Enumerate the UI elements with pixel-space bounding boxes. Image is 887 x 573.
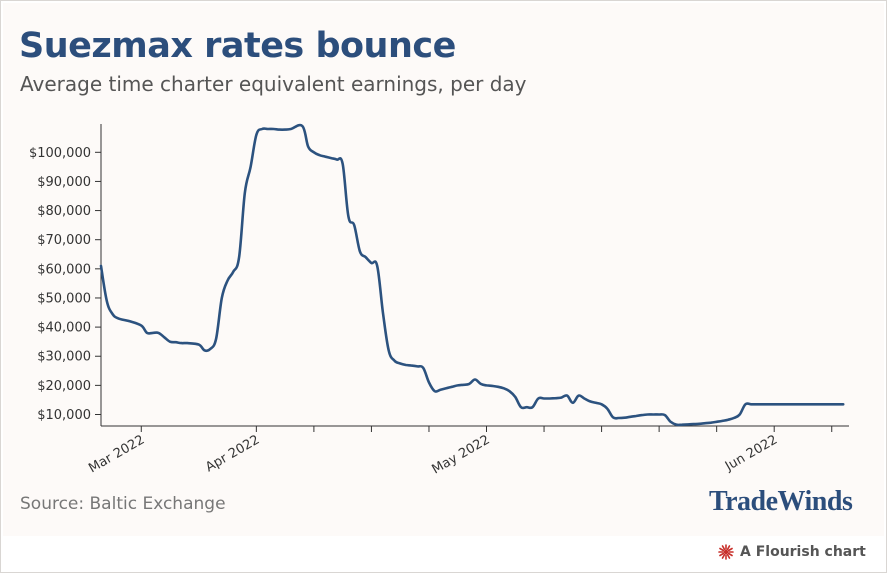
flourish-link[interactable]: A Flourish chart [718,544,866,560]
y-tick-label: $80,000 [37,204,91,219]
flourish-ray [726,545,731,551]
chart-card [3,3,884,536]
flourish-ray [719,552,725,557]
flourish-ray [726,553,731,559]
flourish-label: A Flourish chart [740,544,866,560]
flourish-icon [718,544,734,560]
y-tick-label: $60,000 [37,262,91,277]
series-line [99,123,845,427]
x-tick-label: May 2022 [430,432,493,477]
tradewinds-logo: TradeWinds [709,486,853,517]
x-axis: Mar 2022 Apr 2022 May 2022 Jun 2022 [86,425,849,478]
flourish-ray [721,545,726,551]
flourish-ray [721,553,726,559]
x-tick-label: Jun 2022 [722,432,780,474]
x-tick-label: Mar 2022 [86,432,147,476]
y-tick-label: $50,000 [37,291,91,306]
y-tick-label: $10,000 [37,408,91,423]
y-tick-label: $100,000 [29,146,91,161]
x-tick-label: Apr 2022 [203,432,262,475]
y-tick-label: $40,000 [37,321,91,336]
series-layer [99,123,845,427]
y-axis: $10,000 $20,000 $30,000 $40,000 $50,000 $60,0… [29,124,102,426]
flourish-ray [727,547,733,552]
page-subtitle: Average time charter equivalent earnings… [20,72,527,96]
page-title: Suezmax rates bounce [19,26,456,66]
flourish-ray [719,547,725,552]
source-note: Source: Baltic Exchange [20,494,226,514]
y-tick-label: $30,000 [37,350,91,365]
y-tick-label: $90,000 [37,175,91,190]
y-tick-label: $70,000 [37,233,91,248]
flourish-ray [727,552,733,557]
y-tick-label: $20,000 [37,379,91,394]
